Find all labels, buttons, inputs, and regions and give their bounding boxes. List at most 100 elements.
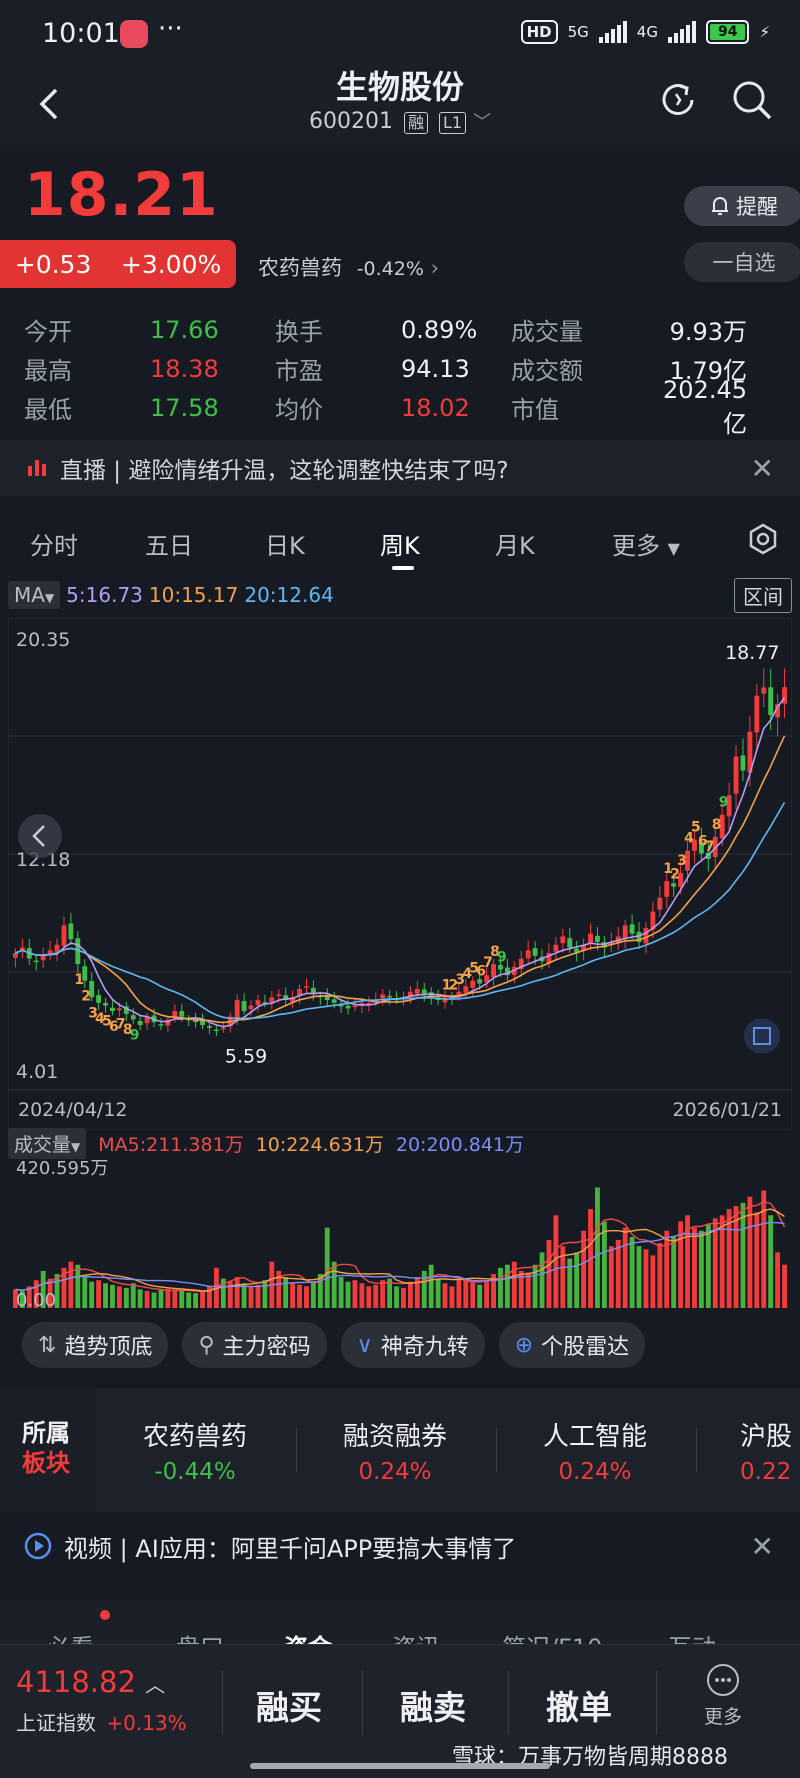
sector-item[interactable]: 融资融券 0.24%: [310, 1416, 480, 1485]
sector-item[interactable]: 沪股 0.22: [740, 1416, 800, 1485]
candle: [595, 935, 600, 942]
tab-intraday[interactable]: 分时: [30, 532, 78, 560]
candle: [782, 687, 787, 704]
stock-radar-button[interactable]: ⊕ 个股雷达: [498, 1322, 646, 1368]
back-arrow-icon[interactable]: [30, 84, 70, 124]
volume-bar: [123, 1287, 129, 1308]
volume-bar: [504, 1264, 510, 1308]
volume-bar: [151, 1292, 157, 1308]
index-change: +0.13%: [106, 1711, 187, 1735]
add-watchlist-button[interactable]: 一自选: [684, 242, 800, 282]
candle: [463, 986, 469, 993]
volume-chart[interactable]: 420.595万 0.00: [8, 1160, 792, 1310]
home-indicator[interactable]: [250, 1763, 550, 1769]
candle: [130, 1015, 136, 1020]
volume-bar: [678, 1221, 684, 1308]
sequence-count-label: 1: [442, 977, 452, 993]
candle: [290, 997, 296, 1003]
candle: [338, 1004, 344, 1007]
volume-bar: [304, 1286, 309, 1308]
sequence-count-label: 1: [663, 861, 673, 877]
candle: [650, 911, 656, 930]
sequence-count-label: 8: [490, 944, 500, 960]
more-button[interactable]: 更多: [704, 1663, 742, 1729]
candle: [116, 1008, 122, 1011]
tab-more[interactable]: 更多 ▼: [612, 526, 680, 561]
more-dots-icon: [707, 1664, 739, 1696]
search-icon[interactable]: [730, 78, 774, 122]
sequence-count-label: 9: [719, 795, 729, 811]
close-icon[interactable]: ✕: [750, 1529, 774, 1563]
sector-link-change: -0.42%: [356, 258, 424, 280]
video-banner[interactable]: 视频 | AI应用：阿里千问APP要搞大事情了 ✕: [0, 1518, 800, 1574]
candle: [310, 987, 316, 995]
settings-hexagon-icon[interactable]: [746, 522, 780, 556]
volume-bar: [518, 1270, 524, 1308]
candle: [241, 1001, 247, 1012]
sequence-count-label: 3: [677, 853, 687, 869]
tab-five-day[interactable]: 五日: [145, 532, 193, 560]
status-time: 10:01: [42, 18, 120, 49]
sector-item[interactable]: 农药兽药 -0.44%: [110, 1416, 280, 1485]
volume-bar: [712, 1218, 718, 1308]
ma10-value: 10:15.17: [148, 583, 239, 607]
price-change-box: +0.53 +3.00%: [0, 240, 236, 288]
sector-name: 融资融券: [342, 1422, 447, 1452]
trend-top-bottom-button[interactable]: ⇅ 趋势顶底: [22, 1322, 169, 1368]
wave-icon: ∨: [356, 1332, 373, 1358]
candle: [768, 687, 774, 716]
candle: [75, 938, 81, 965]
stat-label: 成交额: [511, 357, 583, 385]
stock-title: 生物股份: [335, 68, 464, 106]
candle: [172, 1011, 178, 1018]
sequence-count-label: 7: [705, 839, 715, 855]
live-banner[interactable]: 直播 | 避险情绪升温，这轮调整快结束了吗? ✕: [0, 440, 800, 496]
main-force-code-button[interactable]: ⚲ 主力密码: [182, 1322, 327, 1368]
sector-title-line2: 板块: [22, 1449, 70, 1477]
stat-value: 94.13: [401, 354, 470, 383]
volume-bar: [82, 1277, 88, 1308]
tool-label: 神奇九转: [380, 1335, 469, 1360]
volume-bar: [54, 1274, 60, 1308]
price-change: +0.53: [14, 249, 92, 279]
margin-buy-button[interactable]: 融买: [256, 1688, 322, 1727]
volume-selector-button[interactable]: 成交量▼: [8, 1128, 87, 1159]
cancel-order-button[interactable]: 撤单: [546, 1688, 612, 1727]
tab-monthly-k[interactable]: 月K: [495, 532, 535, 560]
chart-scroll-left-button[interactable]: [18, 814, 62, 858]
sector-title: 所属 板块: [22, 1418, 70, 1478]
close-icon[interactable]: ✕: [750, 451, 774, 485]
refresh-icon[interactable]: [656, 78, 700, 122]
stock-code-row[interactable]: 600201 融 L1 ﹀: [0, 108, 800, 134]
remind-button[interactable]: 提醒: [684, 186, 800, 226]
magic-nine-button[interactable]: ∨ 神奇九转: [340, 1322, 485, 1368]
kline-chart[interactable]: 20.35 12.18 4.01 2024/04/12 2026/01/21 1…: [8, 618, 792, 1130]
chevron-right-icon: ›: [430, 256, 439, 280]
hd-icon: HD: [520, 20, 558, 44]
tab-weekly-k[interactable]: 周K: [380, 532, 420, 560]
sector-pct: 0.22: [740, 1459, 792, 1485]
candle: [234, 1000, 240, 1019]
volume-bar: [726, 1209, 732, 1308]
index-value[interactable]: 4118.82 ︿: [16, 1665, 165, 1699]
stat-value: 18.38: [150, 354, 219, 383]
candle: [574, 948, 580, 954]
sector-link[interactable]: 农药兽药 -0.42% ›: [258, 252, 439, 282]
ma-selector-button[interactable]: MA▼: [8, 581, 61, 609]
margin-sell-button[interactable]: 融卖: [400, 1688, 466, 1727]
volume-bar: [380, 1280, 386, 1308]
volume-bar: [130, 1283, 136, 1308]
candle: [213, 1029, 219, 1032]
range-button[interactable]: 区间: [734, 578, 792, 613]
volume-bar: [553, 1215, 559, 1308]
candle: [504, 967, 510, 976]
volume-bar: [338, 1277, 344, 1308]
sector-item[interactable]: 人工智能 0.24%: [510, 1416, 680, 1485]
stat-row: 最低 17.58 均价 18.02 市值 202.45亿: [24, 376, 780, 438]
volume-ma-lines: [15, 1200, 786, 1293]
sector-title-line1: 所属: [22, 1419, 70, 1447]
active-tab-indicator: [392, 566, 414, 570]
fullscreen-icon[interactable]: [744, 1018, 780, 1054]
tab-daily-k[interactable]: 日K: [265, 532, 305, 560]
volume-bar: [47, 1278, 53, 1308]
